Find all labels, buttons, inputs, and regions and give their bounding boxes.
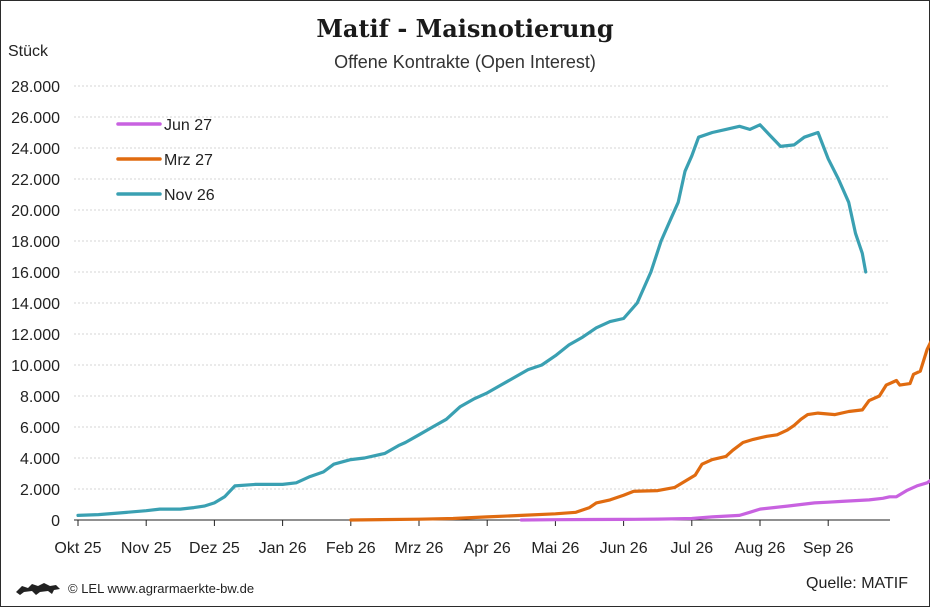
x-tick-label: Nov 25 xyxy=(121,540,172,557)
series-line-nov-26 xyxy=(76,123,868,517)
legend-label: Mrz 27 xyxy=(164,152,213,169)
chart-subtitle: Offene Kontrakte (Open Interest) xyxy=(334,52,596,72)
y-tick-label: 12.000 xyxy=(11,327,60,344)
lion-logo-icon xyxy=(16,583,60,595)
legend: Jun 27 Mrz 27 Nov 26 xyxy=(116,117,215,204)
legend-label: Jun 27 xyxy=(164,117,212,134)
x-tick-label: Mrz 26 xyxy=(395,540,444,557)
y-tick-label: 24.000 xyxy=(11,141,60,158)
x-tick-label: Mai 26 xyxy=(531,540,579,557)
y-tick-label: 0 xyxy=(51,513,60,530)
x-tick-label: Aug 26 xyxy=(735,540,786,557)
y-tick-label: 2.000 xyxy=(20,482,60,499)
y-axis-unit: Stück xyxy=(8,43,49,60)
y-tick-label: 20.000 xyxy=(11,203,60,220)
footer-copyright: © LEL www.agrarmaerkte-bw.de xyxy=(14,580,254,596)
x-tick-label: Sep 26 xyxy=(803,540,854,557)
x-axis-ticks: Okt 25 Nov 25 Dez 25 Jan 26 Feb 26 Mrz 26 Apr … xyxy=(54,520,854,557)
x-tick-label: Jul 26 xyxy=(670,540,713,557)
copyright-text: © LEL www.agrarmaerkte-bw.de xyxy=(68,580,255,596)
y-tick-label: 22.000 xyxy=(11,172,60,189)
series-lines xyxy=(76,123,930,522)
y-tick-label: 6.000 xyxy=(20,420,60,437)
x-tick-label: Feb 26 xyxy=(326,540,376,557)
x-tick-label: Dez 25 xyxy=(189,540,240,557)
y-tick-label: 14.000 xyxy=(11,296,60,313)
source-text: Quelle: MATIF xyxy=(806,575,908,592)
y-tick-label: 8.000 xyxy=(20,389,60,406)
series-line-mrz-27 xyxy=(349,339,930,522)
legend-label: Nov 26 xyxy=(164,187,215,204)
y-axis-ticks: 0 2.000 4.000 6.000 8.000 10.000 12.000 14.000 1… xyxy=(11,79,60,530)
series-line-jun-27 xyxy=(519,478,930,522)
y-tick-label: 28.000 xyxy=(11,79,60,96)
y-tick-label: 10.000 xyxy=(11,358,60,375)
x-tick-label: Jan 26 xyxy=(259,540,307,557)
x-tick-label: Okt 25 xyxy=(54,540,101,557)
grid-lines xyxy=(74,85,890,521)
y-tick-label: 18.000 xyxy=(11,234,60,251)
x-tick-label: Jun 26 xyxy=(600,540,648,557)
y-tick-label: 26.000 xyxy=(11,110,60,127)
x-tick-label: Apr 26 xyxy=(464,540,511,557)
y-tick-label: 4.000 xyxy=(20,451,60,468)
chart-title: Matif - Maisnotierung xyxy=(316,14,614,43)
y-tick-label: 16.000 xyxy=(11,265,60,282)
